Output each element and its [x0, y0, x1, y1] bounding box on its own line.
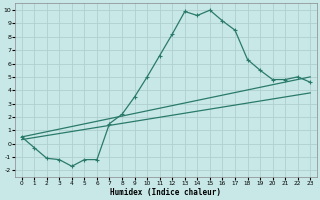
X-axis label: Humidex (Indice chaleur): Humidex (Indice chaleur)	[110, 188, 221, 197]
